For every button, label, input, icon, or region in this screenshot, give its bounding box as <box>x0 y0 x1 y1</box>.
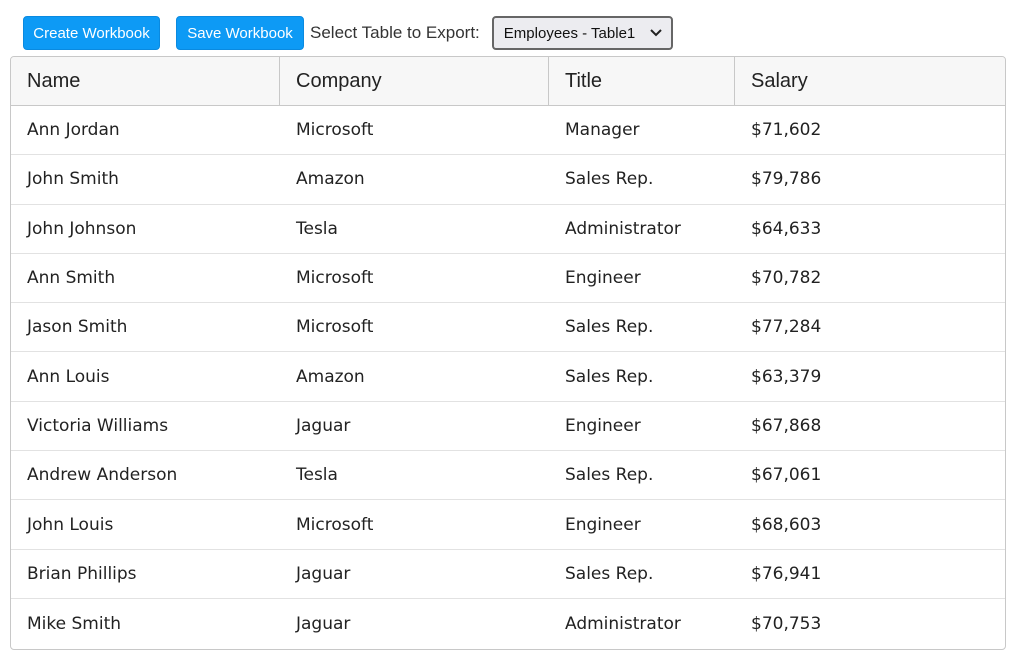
company-cell[interactable]: Microsoft <box>296 268 374 289</box>
salary-cell[interactable]: $63,379 <box>751 366 822 387</box>
company-cell[interactable]: Jaguar <box>296 563 351 584</box>
table-select-value: Employees - Table1 <box>503 24 636 42</box>
save-workbook-button[interactable]: Save Workbook <box>176 16 304 50</box>
company-cell[interactable]: Amazon <box>296 169 365 190</box>
column-header-name[interactable]: Name <box>11 57 280 105</box>
table-row[interactable]: John Louis Microsoft Engineer $68,603 <box>11 500 1005 550</box>
title-cell[interactable]: Administrator <box>565 218 681 239</box>
title-cell[interactable]: Sales Rep. <box>565 366 654 387</box>
title-cell[interactable]: Manager <box>565 120 640 141</box>
chevron-down-icon <box>650 29 662 37</box>
title-cell[interactable]: Sales Rep. <box>565 465 654 486</box>
salary-cell[interactable]: $79,786 <box>751 169 822 190</box>
name-cell[interactable]: Ann Jordan <box>27 120 120 141</box>
table-row[interactable]: Ann Jordan Microsoft Manager $71,602 <box>11 106 1005 156</box>
create-workbook-button[interactable]: Create Workbook <box>23 16 160 50</box>
salary-cell[interactable]: $76,941 <box>751 563 822 584</box>
table-row[interactable]: Jason Smith Microsoft Sales Rep. $77,284 <box>11 303 1005 353</box>
table-row[interactable]: John Johnson Tesla Administrator $64,633 <box>11 205 1005 254</box>
select-table-label: Select Table to Export: <box>310 23 480 42</box>
column-header-company[interactable]: Company <box>280 57 549 105</box>
name-cell[interactable]: Ann Smith <box>27 268 116 289</box>
name-cell[interactable]: Ann Louis <box>27 366 110 387</box>
table-row[interactable]: Victoria Williams Jaguar Engineer $67,868 <box>11 402 1005 452</box>
column-header-salary[interactable]: Salary <box>751 69 808 92</box>
salary-cell[interactable]: $67,061 <box>751 465 822 486</box>
salary-cell[interactable]: $70,753 <box>751 613 822 634</box>
name-cell[interactable]: Victoria Williams <box>27 415 169 436</box>
table-select[interactable]: Employees - Table1 <box>491 16 673 50</box>
salary-cell[interactable]: $68,603 <box>751 514 822 535</box>
table-row[interactable]: Brian Phillips Jaguar Sales Rep. $76,941 <box>11 550 1005 599</box>
title-cell[interactable]: Sales Rep. <box>565 563 654 584</box>
grid-body: Ann Jordan Microsoft Manager $71,602 John Sm… <box>11 106 1005 648</box>
company-cell[interactable]: Microsoft <box>296 514 374 535</box>
table-row[interactable]: Mike Smith Jaguar Administrator $70,753 <box>11 599 1005 648</box>
name-cell[interactable]: John Johnson <box>27 218 137 239</box>
title-cell[interactable]: Sales Rep. <box>565 169 654 190</box>
company-cell[interactable]: Tesla <box>296 218 338 239</box>
table-row[interactable]: Ann Louis Amazon Sales Rep. $63,379 <box>11 352 1005 402</box>
data-grid: Name Company Title Salary Ann Jordan Micr… <box>10 56 1006 650</box>
salary-cell[interactable]: $77,284 <box>751 317 822 338</box>
grid-header: Name Company Title Salary <box>11 57 1005 106</box>
name-cell[interactable]: Brian Phillips <box>27 563 137 584</box>
name-cell[interactable]: John Smith <box>27 169 119 190</box>
company-cell[interactable]: Amazon <box>296 366 365 387</box>
salary-cell[interactable]: $64,633 <box>751 218 822 239</box>
company-cell[interactable]: Jaguar <box>296 415 351 436</box>
title-cell[interactable]: Administrator <box>565 613 681 634</box>
title-cell[interactable]: Engineer <box>565 268 641 289</box>
name-cell[interactable]: John Louis <box>27 514 114 535</box>
toolbar: Create Workbook Save Workbook Select Tab… <box>23 16 673 50</box>
company-cell[interactable]: Jaguar <box>296 613 351 634</box>
title-cell[interactable]: Engineer <box>565 514 641 535</box>
company-cell[interactable]: Microsoft <box>296 120 374 141</box>
salary-cell[interactable]: $71,602 <box>751 120 822 141</box>
company-cell[interactable]: Tesla <box>296 465 338 486</box>
name-cell[interactable]: Mike Smith <box>27 613 122 634</box>
title-cell[interactable]: Engineer <box>565 415 641 436</box>
table-row[interactable]: Andrew Anderson Tesla Sales Rep. $67,061 <box>11 451 1005 501</box>
column-header-title[interactable]: Title <box>549 57 735 105</box>
table-row[interactable]: John Smith Amazon Sales Rep. $79,786 <box>11 155 1005 205</box>
company-cell[interactable]: Microsoft <box>296 317 374 338</box>
title-cell[interactable]: Sales Rep. <box>565 317 654 338</box>
name-cell[interactable]: Andrew Anderson <box>27 465 178 486</box>
table-row[interactable]: Ann Smith Microsoft Engineer $70,782 <box>11 254 1005 304</box>
salary-cell[interactable]: $70,782 <box>751 268 822 289</box>
salary-cell[interactable]: $67,868 <box>751 415 822 436</box>
name-cell[interactable]: Jason Smith <box>27 317 128 338</box>
